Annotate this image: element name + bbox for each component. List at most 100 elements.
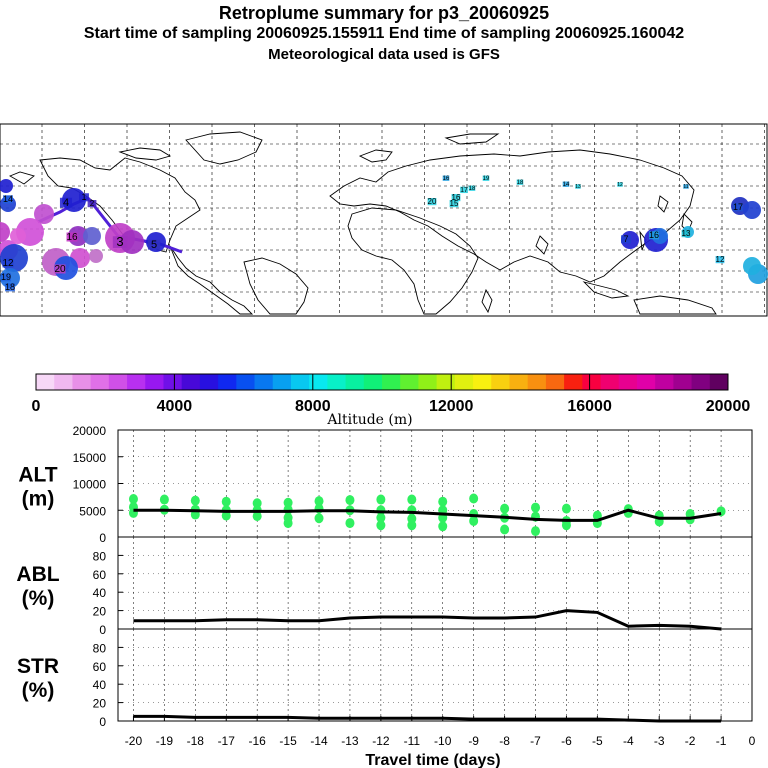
colorbar-swatch (199, 374, 219, 390)
plume-time-label: 4 (63, 197, 69, 209)
plume-time-label: 14 (563, 182, 570, 188)
y-tick-label: 0 (99, 623, 106, 637)
y-tick-label: 0 (99, 715, 106, 729)
plume-label-box (575, 184, 581, 189)
colorbar-tick-label: 4000 (157, 398, 193, 415)
colorbar-swatch (36, 374, 55, 390)
colorbar-swatch (509, 374, 529, 390)
colorbar-label: Altitude (m) (326, 412, 412, 428)
altitude-point (500, 503, 510, 514)
colorbar-swatch (272, 374, 292, 390)
plume-time-label: 16 (452, 193, 461, 202)
x-tick-label: -18 (187, 734, 205, 748)
colorbar-swatch (564, 374, 583, 390)
altitude-point (314, 496, 324, 507)
plume-time-label: 17 (733, 202, 743, 212)
plume-label-box (66, 232, 78, 242)
plume-time-label: 3 (116, 234, 123, 249)
colorbar-swatch (436, 374, 456, 390)
y-tick-label: 0 (99, 531, 106, 545)
plume-label-box (451, 194, 461, 202)
plume-marker (54, 256, 78, 280)
y-tick-label: 5000 (79, 504, 106, 518)
colorbar-swatch (691, 374, 711, 390)
plume-time-label: 18 (5, 282, 15, 292)
x-tick-label: 0 (749, 734, 756, 748)
altitude-point (438, 496, 448, 507)
colorbar-swatch (108, 374, 128, 390)
colorbar-swatch (473, 374, 492, 390)
altitude-point (376, 520, 386, 531)
plume-label-box (683, 184, 689, 189)
y-tick-label: 20 (93, 697, 107, 711)
colorbar-tick-label: 20000 (706, 398, 751, 415)
plume-label-box (3, 195, 13, 204)
x-tick-label: -9 (468, 734, 479, 748)
altitude-point (500, 524, 510, 535)
coastlines (8, 131, 717, 315)
x-tick-label: -13 (341, 734, 359, 748)
x-tick-label: -6 (561, 734, 572, 748)
plume-time-label: 12 (2, 258, 14, 269)
colorbar-swatch (254, 374, 274, 390)
plume-label-box (5, 283, 15, 292)
altitude-point (376, 512, 386, 523)
plume-marker (743, 201, 761, 219)
plume-time-label: 18 (469, 186, 476, 192)
time-series-panels: 05000100001500020000ALT(m)020406080ABL(%… (16, 424, 755, 768)
plume-marker (83, 227, 101, 245)
x-tick-label: -16 (248, 734, 266, 748)
colorbar-swatch (673, 374, 693, 390)
colorbar-swatch (600, 374, 620, 390)
y-tick-label: 10000 (73, 478, 107, 492)
x-tick-label: -17 (218, 734, 236, 748)
colorbar-tick-label: 0 (32, 398, 41, 415)
plume-time-label: 1 (81, 192, 86, 202)
colorbar-swatch (418, 374, 438, 390)
altitude-point (376, 494, 386, 505)
altitude-point (190, 495, 200, 506)
panel-alt: 0 5000 10000 15000 20000 ALT(m) (18, 424, 753, 545)
plume-time-label: 15 (450, 199, 459, 208)
altitude-point (469, 515, 479, 526)
x-tick-label: -1 (716, 734, 727, 748)
altitude-colorbar: 0 4000 8000 12000 16000 20000 (32, 373, 751, 415)
colorbar-swatch (163, 374, 183, 390)
plume-time-label: 12 (617, 182, 623, 188)
y-axis-unit: (%) (22, 587, 55, 610)
plume-time-label: 5 (151, 239, 157, 251)
plume-label-box (482, 175, 490, 181)
panel-frame (117, 628, 753, 722)
x-tick-label: -19 (156, 734, 174, 748)
x-tick-label: -5 (592, 734, 603, 748)
plume-marker (0, 179, 13, 193)
colorbar-swatch (491, 374, 510, 390)
y-axis-unit: (m) (22, 488, 55, 511)
plume-label-box (1, 273, 11, 282)
colorbar-swatch (655, 374, 674, 390)
x-tick-label: -4 (623, 734, 634, 748)
x-tick-label: -2 (685, 734, 696, 748)
y-tick-label: 20000 (73, 424, 107, 438)
colorbar-swatch (90, 374, 110, 390)
colorbar-swatch (527, 374, 547, 390)
colorbar-swatch (382, 374, 401, 390)
plume-marker (34, 204, 54, 224)
plume-label-box (112, 236, 128, 248)
plume-label-box (54, 264, 66, 274)
plume-time-label: 14 (3, 194, 13, 204)
plume-marker (10, 228, 26, 244)
altitude-point (407, 520, 417, 531)
altitude-median-line (133, 508, 722, 522)
colorbar-swatch (54, 374, 73, 390)
colorbar-swatch (181, 374, 201, 390)
plume-label-box (460, 186, 468, 194)
plume-marker (0, 222, 10, 242)
x-axis-title: Travel time (days) (365, 752, 500, 768)
colorbar-swatch (618, 374, 638, 390)
colorbar-swatch (290, 374, 310, 390)
x-tick-label: -14 (310, 734, 328, 748)
altitude-point (345, 495, 355, 506)
